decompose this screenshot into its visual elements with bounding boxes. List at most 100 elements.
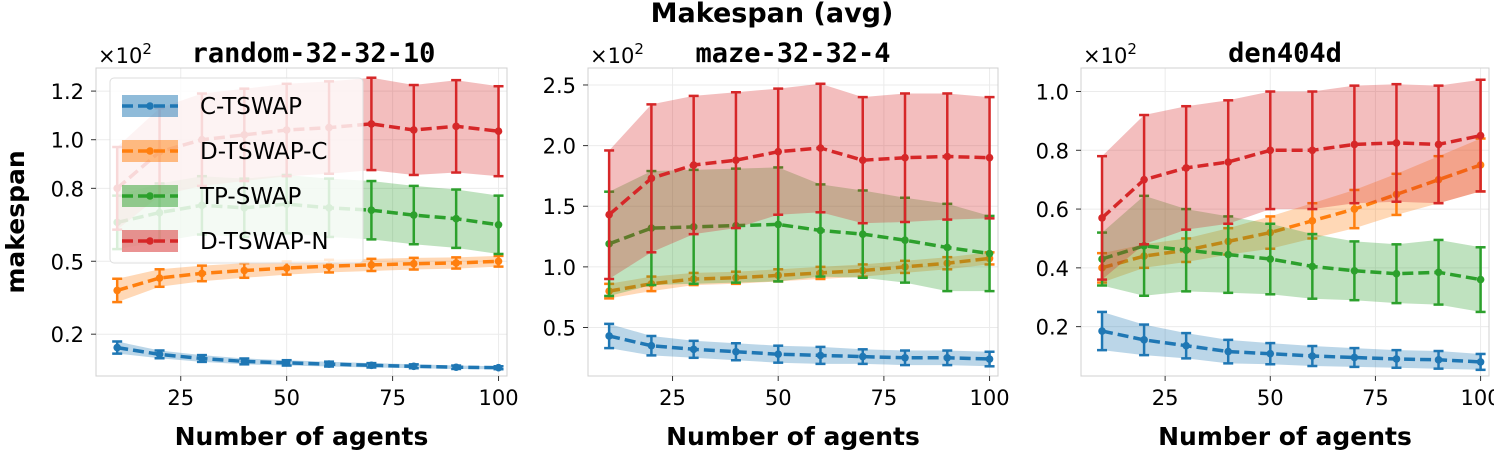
data-point bbox=[816, 351, 825, 360]
data-point bbox=[452, 363, 460, 372]
x-tick-label: 100 bbox=[1461, 386, 1494, 410]
series-c-tswap bbox=[1097, 310, 1486, 372]
chart-panel-2: 25 50 75 100 0.5 1.0 1.5 2.0 2.5 Number of agents… bbox=[543, 38, 1010, 451]
series-line bbox=[1101, 244, 1481, 282]
data-point bbox=[1434, 140, 1443, 149]
legend: C-TSWAP D-TSWAP-C TP-SWAP D-TSWAP-N bbox=[109, 77, 364, 264]
x-tick-label: 25 bbox=[1152, 386, 1179, 410]
data-point bbox=[198, 269, 206, 278]
x-axis-label: Number of agents bbox=[1158, 422, 1412, 451]
x-axis-label: Number of agents bbox=[666, 422, 920, 451]
y-scale-multiplier: ×102 bbox=[98, 40, 152, 68]
x-tick-label: 100 bbox=[478, 386, 518, 410]
legend-marker bbox=[146, 237, 154, 245]
data-point bbox=[325, 262, 333, 270]
data-point bbox=[1392, 355, 1401, 363]
data-point bbox=[1350, 266, 1359, 275]
data-point bbox=[367, 120, 376, 128]
legend-label: TP-SWAP bbox=[199, 184, 302, 210]
data-point bbox=[282, 264, 291, 272]
series-line bbox=[1101, 329, 1481, 364]
y-tick-label: 1.5 bbox=[543, 195, 576, 219]
data-point bbox=[494, 220, 503, 229]
data-point bbox=[1476, 275, 1485, 284]
data-point bbox=[409, 259, 418, 268]
y-tick-label: 0.2 bbox=[51, 323, 84, 347]
data-point bbox=[494, 127, 503, 136]
data-point bbox=[1140, 336, 1148, 344]
x-tick-label: 75 bbox=[871, 386, 898, 410]
data-point bbox=[1098, 214, 1106, 222]
data-point bbox=[198, 354, 206, 363]
y-tick-label: 1.2 bbox=[51, 80, 84, 104]
multiplier-base: ×10 bbox=[98, 44, 142, 68]
legend-label: D-TSWAP-N bbox=[200, 229, 329, 255]
data-point bbox=[155, 350, 164, 359]
multiplier-exponent: 2 bbox=[142, 40, 152, 58]
data-point bbox=[1308, 352, 1317, 360]
y-tick-label: 1.0 bbox=[543, 256, 576, 280]
data-point bbox=[1392, 269, 1401, 278]
x-tick-label: 50 bbox=[273, 386, 300, 410]
x-tick-label: 50 bbox=[1257, 386, 1284, 410]
data-point bbox=[452, 214, 460, 223]
y-tick-label: 0.2 bbox=[1036, 316, 1069, 340]
y-tick-label: 0.8 bbox=[51, 177, 84, 201]
data-point bbox=[774, 220, 783, 229]
y-tick-label: 0.8 bbox=[1036, 139, 1069, 163]
data-point bbox=[367, 261, 376, 269]
data-point bbox=[1434, 356, 1443, 364]
chart-panel-3: 25 50 75 100 0.2 0.4 0.6 0.8 1.0 Number of agents… bbox=[1036, 38, 1494, 451]
data-point bbox=[774, 350, 783, 358]
data-point bbox=[1182, 164, 1190, 172]
data-point bbox=[1182, 341, 1190, 350]
series-d-tswap-n bbox=[604, 82, 995, 281]
data-point bbox=[367, 206, 376, 215]
chart-panels: 25 50 75 100 0.2 0.5 0.8 1.0 1.2 Number of agents… bbox=[51, 38, 1494, 451]
series-d-tswap-n bbox=[1097, 78, 1486, 281]
data-point bbox=[732, 156, 740, 164]
y-tick-label: 0.5 bbox=[51, 250, 84, 274]
x-tick-label: 25 bbox=[167, 386, 194, 410]
error-band bbox=[117, 255, 499, 303]
data-point bbox=[113, 286, 121, 295]
data-point bbox=[409, 362, 418, 371]
axes-frame bbox=[587, 67, 999, 377]
multiplier-base: ×10 bbox=[590, 44, 634, 68]
legend-item-c-tswap: C-TSWAP bbox=[122, 94, 302, 120]
data-point bbox=[155, 274, 164, 282]
data-point bbox=[901, 236, 909, 244]
data-point bbox=[943, 354, 952, 362]
error-band bbox=[609, 323, 990, 367]
data-point bbox=[605, 332, 613, 340]
data-point bbox=[409, 211, 418, 219]
series-tp-swap bbox=[1097, 194, 1486, 314]
data-point bbox=[605, 210, 613, 219]
legend-marker bbox=[146, 192, 154, 200]
error-band bbox=[117, 341, 499, 370]
data-point bbox=[494, 363, 503, 372]
data-point bbox=[1350, 205, 1359, 213]
legend-item-tp-swap: TP-SWAP bbox=[122, 184, 302, 210]
x-tick-label: 100 bbox=[969, 386, 1009, 410]
series-c-tswap bbox=[604, 322, 995, 368]
data-point bbox=[1350, 353, 1359, 362]
error-band bbox=[1102, 195, 1481, 312]
plot-area bbox=[604, 82, 995, 368]
axes-frame bbox=[1080, 67, 1490, 377]
multiplier-base: ×10 bbox=[1083, 44, 1127, 68]
subplot-title: random-32-32-10 bbox=[192, 38, 436, 69]
data-point bbox=[943, 152, 952, 161]
y-scale-multiplier: ×102 bbox=[1083, 40, 1137, 68]
series-line bbox=[608, 334, 990, 361]
legend-marker bbox=[146, 102, 154, 110]
x-tick-label: 75 bbox=[379, 386, 406, 410]
data-point bbox=[1266, 349, 1275, 358]
data-point bbox=[985, 355, 994, 363]
legend-box bbox=[109, 77, 364, 264]
data-point bbox=[985, 249, 994, 258]
y-tick-label: 1.0 bbox=[51, 129, 84, 153]
data-point bbox=[1140, 175, 1148, 184]
data-point bbox=[647, 174, 656, 183]
